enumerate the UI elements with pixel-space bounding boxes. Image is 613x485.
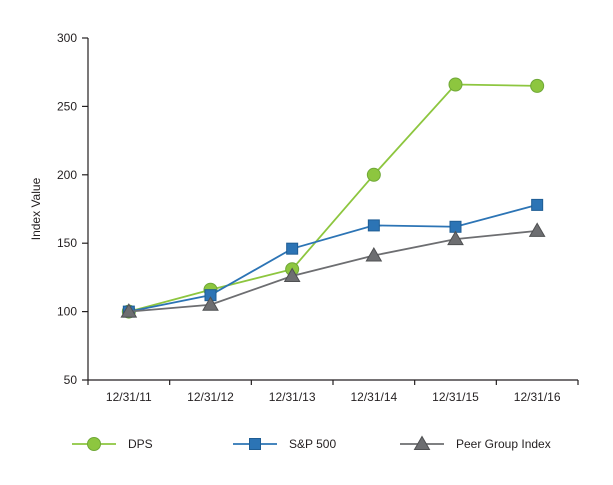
data-point-marker [283,267,301,283]
series-peer-group-index [120,222,546,318]
legend-item-peer-group-index: Peer Group Index [400,435,551,451]
series-line-peer-group-index [128,229,538,313]
y-tick-label: 100 [57,305,77,319]
data-point-marker [413,435,431,450]
series-line-dps [128,83,538,313]
data-point-marker [286,242,299,255]
legend-label-s-p-500: S&P 500 [289,437,336,451]
x-tick-label: 12/31/15 [432,390,479,404]
legend-label-peer-group-index: Peer Group Index [456,437,551,451]
legend-item-s-p-500: S&P 500 [233,437,336,451]
y-tick-label: 250 [57,99,77,113]
data-point-marker [531,198,544,211]
data-point-marker [447,230,464,246]
data-point-marker [202,296,219,311]
data-point-marker [530,78,545,93]
x-tick-label: 12/31/12 [187,390,234,404]
data-point-marker [365,247,383,262]
axes [82,37,579,385]
data-point-marker [367,219,380,232]
data-point-marker [528,222,546,237]
legend-item-dps: DPS [72,437,153,451]
data-point-marker [120,303,138,318]
y-tick-label: 150 [57,236,77,250]
x-tick-label: 12/31/11 [106,390,152,404]
x-tick-label: 12/31/16 [514,390,561,404]
data-point-marker [366,167,381,182]
y-tick-label: 200 [57,168,77,182]
y-tick-labels: 50 100 150 200 250 300 [57,31,77,387]
x-tick-labels: 12/31/11 12/31/12 12/31/13 12/31/14 12/31/15… [106,390,561,404]
x-tick-label: 12/31/13 [269,390,316,404]
y-tick-label: 300 [57,31,77,45]
data-point-marker [87,437,101,451]
series-s-p-500 [122,198,544,318]
data-point-marker [249,438,261,450]
series-line-s-p-500 [128,204,538,313]
legend-label-dps: DPS [128,437,153,451]
legend: DPS S&P 500 Peer Group Index [72,435,551,451]
x-tick-label: 12/31/14 [350,390,397,404]
y-axis-title: Index Value [29,177,43,240]
y-tick-label: 50 [64,373,78,387]
data-point-marker [448,77,463,92]
series-dps [121,77,545,319]
